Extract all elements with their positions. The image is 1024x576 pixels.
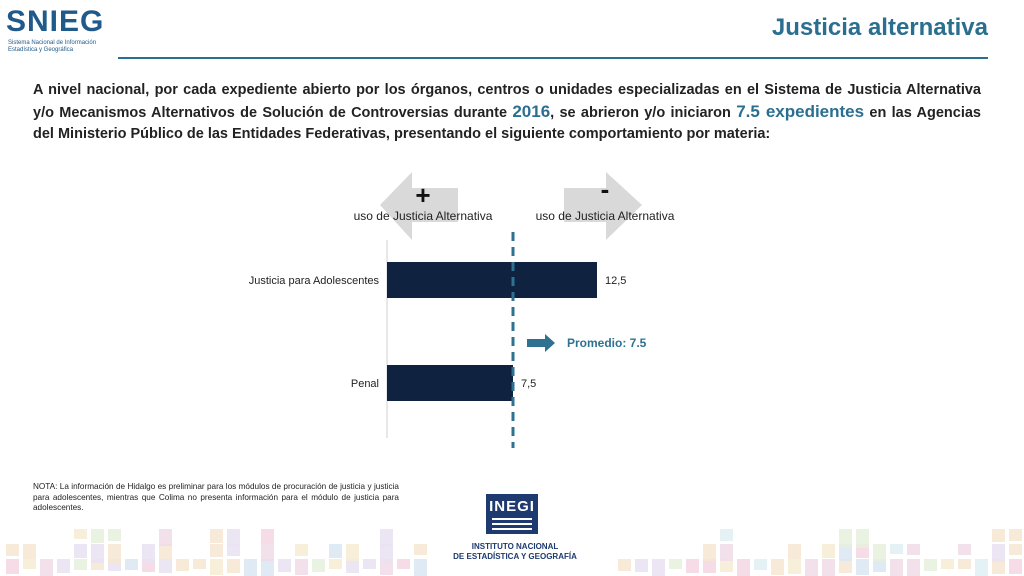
footnote: NOTA: La información de Hidalgo es preli…: [33, 482, 399, 512]
average-arrow-icon: [527, 334, 555, 352]
less-usage-arrow: [564, 172, 642, 240]
title-divider: [118, 57, 988, 59]
intro-text-1: A nivel nacional, por cada expediente ab…: [33, 82, 981, 121]
inegi-mark: INEGI: [486, 494, 538, 534]
value-label-0: 12,5: [605, 275, 626, 287]
category-label-0: Justicia para Adolescentes: [249, 275, 380, 287]
intro-text-3: en las Agencias del Ministerio Público d…: [33, 105, 981, 142]
inegi-mark-text: INEGI: [489, 498, 535, 515]
page-title: Justicia alternativa: [771, 14, 988, 41]
category-label-1: Penal: [351, 378, 379, 390]
average-label: Promedio: 7.5: [567, 336, 647, 350]
bar-chart: + - uso de Justicia Alternativa uso de J…: [249, 172, 675, 448]
bar-1: [387, 365, 513, 401]
less-usage-sign: -: [601, 174, 610, 204]
value-label-1: 7,5: [521, 378, 536, 390]
less-usage-label: uso de Justicia Alternativa: [536, 209, 675, 223]
more-usage-sign: +: [415, 180, 430, 210]
snieg-logo: SNIEG Sistema Nacional de Información Es…: [6, 6, 116, 56]
intro-text-2: , se abrieron y/o iniciaron: [550, 105, 737, 121]
inegi-line-2: DE ESTADÍSTICA Y GEOGRAFÍA: [453, 552, 577, 561]
intro-year: 2016: [512, 102, 551, 121]
bars-group: Justicia para Adolescentes 12,5 Penal 7,5: [249, 262, 626, 401]
logo-text: SNIEG: [6, 5, 105, 38]
more-usage-label: uso de Justicia Alternativa: [354, 209, 493, 223]
inegi-line-1: INSTITUTO NACIONAL: [471, 542, 559, 551]
more-usage-arrow: [380, 172, 458, 240]
intro-amount: 7.5 expedientes: [736, 102, 865, 121]
decorative-squares: [6, 529, 1022, 576]
logo-subtitle: Sistema Nacional de Información Estadíst…: [8, 40, 97, 53]
intro-paragraph: A nivel nacional, por cada expediente ab…: [33, 80, 981, 145]
inegi-logo: INEGI INSTITUTO NACIONAL DE ESTADÍSTICA …: [440, 494, 590, 564]
bar-0: [387, 262, 597, 298]
